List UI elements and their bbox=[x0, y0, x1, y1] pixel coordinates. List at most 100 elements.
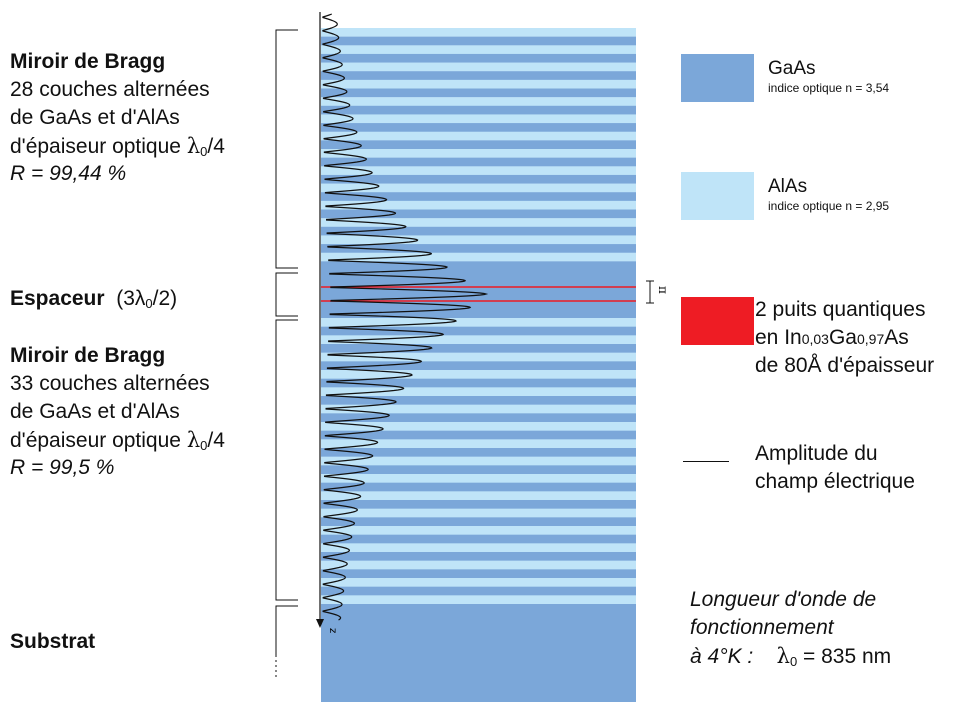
gaas-layer bbox=[321, 500, 636, 509]
legend-gaas-name: GaAs bbox=[768, 58, 816, 79]
alas-layer bbox=[321, 183, 636, 193]
gaas-layer bbox=[321, 123, 636, 133]
gaas-layer bbox=[321, 88, 636, 98]
alas-layer bbox=[321, 595, 636, 605]
alas-layer bbox=[321, 252, 636, 262]
gaas-layer bbox=[321, 361, 636, 371]
legend-wells-mid: Ga bbox=[828, 326, 857, 349]
gaas-layer bbox=[321, 465, 636, 475]
gaas-layer bbox=[321, 192, 636, 202]
bracket-spacer bbox=[275, 272, 298, 317]
alas-layer bbox=[321, 543, 636, 553]
spacer-title: Espaceur bbox=[10, 287, 105, 310]
gaas-layer bbox=[321, 53, 636, 63]
bracket-substrate bbox=[275, 605, 298, 655]
substrate-label: Substrat bbox=[10, 630, 96, 653]
legend-gaas-swatch bbox=[681, 54, 754, 102]
wavelength-temp: à 4°K : bbox=[690, 645, 754, 668]
alas-layer bbox=[321, 45, 636, 55]
legend-field-line1: Amplitude du bbox=[755, 442, 878, 465]
legend-wells-line2: en In0,03Ga0,97As bbox=[755, 324, 909, 353]
alas-layer bbox=[321, 508, 636, 518]
spacer-label: Espaceur (3λ0/2) bbox=[10, 285, 177, 318]
wavelength-line2: fonctionnement bbox=[690, 616, 834, 639]
alas-layer bbox=[321, 526, 636, 535]
alas-layer bbox=[321, 235, 636, 245]
alas-layer bbox=[321, 131, 636, 141]
alas-layer bbox=[321, 149, 636, 158]
gaas-layer bbox=[321, 396, 636, 405]
top-mirror-title: Miroir de Bragg bbox=[10, 50, 166, 73]
spacer-layer bbox=[321, 270, 636, 318]
top-mirror-materials: de GaAs et d'AlAs bbox=[10, 106, 180, 129]
bottom-mirror-lambda: λ bbox=[186, 428, 201, 452]
alas-layer bbox=[321, 335, 636, 345]
gaas-layer bbox=[321, 71, 636, 81]
gaas-layer bbox=[321, 157, 636, 167]
top-mirror-thickness-text: d'épaiseur optique bbox=[10, 135, 181, 158]
legend-wells-line3: de 80Å d'épaisseur bbox=[755, 354, 935, 377]
gaas-layer bbox=[321, 105, 636, 115]
spacer-expr-open: (3λ bbox=[116, 287, 146, 310]
gaas-layer bbox=[321, 326, 636, 336]
bottom-mirror-title: Miroir de Bragg bbox=[10, 344, 166, 367]
alas-layer bbox=[321, 97, 636, 107]
legend-wells-sub1: 0,03 bbox=[801, 331, 829, 347]
gaas-layer bbox=[321, 552, 636, 561]
well-spacing-label: π bbox=[656, 286, 670, 294]
bottom-mirror-thickness-text: d'épaiseur optique bbox=[10, 429, 181, 452]
spacer-expr-sub: 0 bbox=[145, 296, 153, 311]
alas-layer bbox=[321, 370, 636, 379]
alas-layer bbox=[321, 422, 636, 431]
gaas-layer bbox=[321, 140, 636, 150]
alas-layer bbox=[321, 578, 636, 587]
alas-layer bbox=[321, 404, 636, 414]
bottom-mirror-reflectivity: R = 99,5 % bbox=[10, 456, 115, 479]
gaas-layer bbox=[321, 517, 636, 527]
legend-alas-name: AlAs bbox=[768, 176, 808, 197]
alas-layer bbox=[321, 318, 636, 327]
bracket-bottom-mirror bbox=[275, 319, 298, 601]
well-spacing-marker bbox=[646, 280, 654, 304]
gaas-layer bbox=[321, 586, 636, 596]
bottom-mirror-thickness: d'épaiseur optique λ0/4 bbox=[10, 426, 225, 460]
legend-wells-prefix: en In bbox=[755, 326, 802, 349]
wavelength-line1: Longueur d'onde de bbox=[690, 588, 877, 611]
legend-wells-sub2: 0,97 bbox=[856, 331, 885, 347]
gaas-layer bbox=[321, 36, 636, 46]
z-axis-label: z bbox=[327, 628, 338, 633]
alas-layer bbox=[321, 218, 636, 228]
top-mirror-lambda: λ bbox=[186, 134, 201, 158]
bottom-mirror-lambda-div: /4 bbox=[207, 429, 225, 452]
gaas-layer bbox=[321, 344, 636, 353]
alas-layer bbox=[321, 166, 636, 176]
top-mirror-layers: 28 couches alternées bbox=[10, 78, 210, 101]
wavelength-lambda: λ bbox=[776, 644, 790, 668]
legend-alas-swatch bbox=[681, 172, 754, 220]
legend-wells-line1: 2 puits quantiques bbox=[755, 298, 926, 321]
bottom-mirror-lambda-sub: 0 bbox=[200, 438, 208, 453]
alas-layer bbox=[321, 560, 636, 570]
legend-wells-swatch bbox=[681, 297, 754, 345]
bottom-mirror-materials: de GaAs et d'AlAs bbox=[10, 400, 180, 423]
legend-field-line bbox=[683, 461, 729, 462]
gaas-layer bbox=[321, 226, 636, 236]
gaas-layer bbox=[321, 534, 636, 544]
top-mirror-reflectivity: R = 99,44 % bbox=[10, 162, 127, 185]
wavelength-line3: à 4°K : λ0 = 835 nm bbox=[690, 642, 891, 676]
bracket-top-mirror bbox=[275, 29, 298, 269]
alas-layer bbox=[321, 387, 636, 397]
alas-layer bbox=[321, 456, 636, 466]
electric-field-amplitude-curve bbox=[322, 13, 489, 621]
gaas-layer bbox=[321, 209, 636, 219]
top-mirror-lambda-sub: 0 bbox=[200, 144, 208, 159]
gaas-layer bbox=[321, 413, 636, 423]
alas-layer bbox=[321, 352, 636, 362]
legend-field-line2: champ électrique bbox=[755, 470, 915, 493]
gaas-layer bbox=[321, 174, 636, 184]
substrate-layer bbox=[321, 604, 636, 702]
alas-layer bbox=[321, 439, 636, 449]
alas-layer bbox=[321, 474, 636, 483]
alas-layer bbox=[321, 62, 636, 72]
